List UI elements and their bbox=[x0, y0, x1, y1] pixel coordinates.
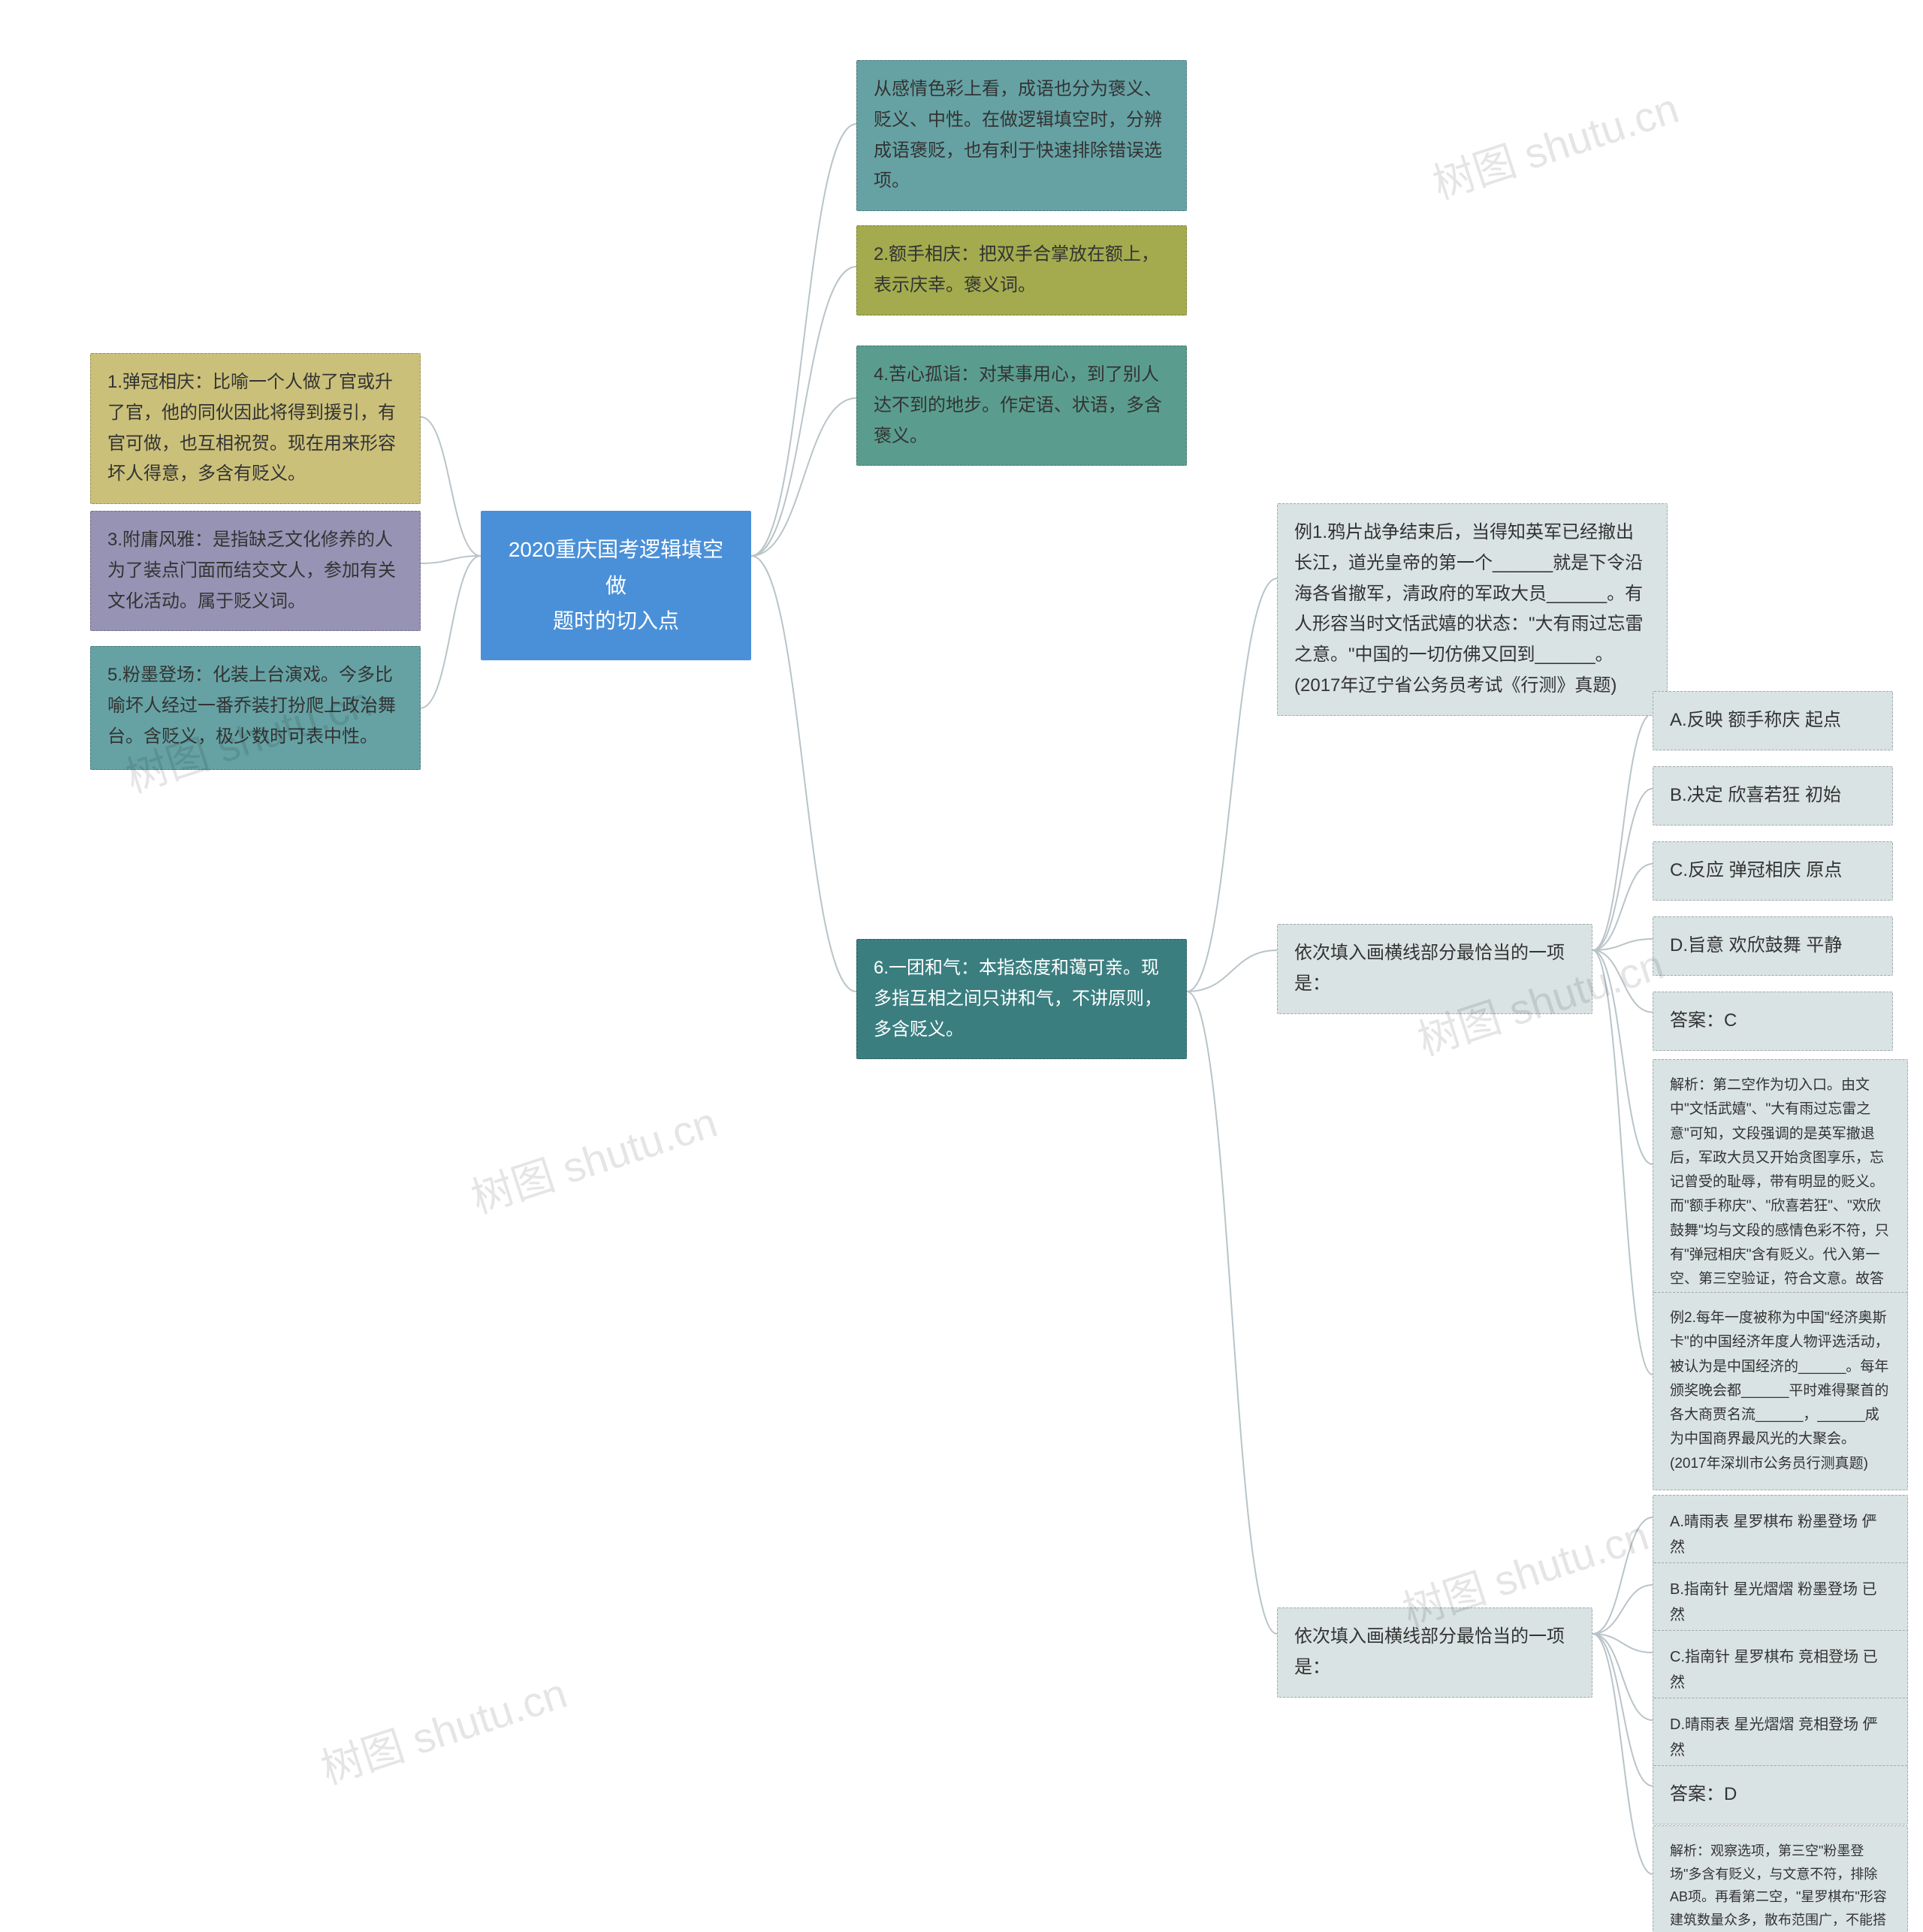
node-l1: 1.弹冠相庆：比喻一个人做了官或升了官，他的同伙因此将得到援引，有官可做，也互相… bbox=[90, 353, 421, 504]
node-r6: 6.一团和气：本指态度和蔼可亲。现多指互相之间只讲和气，不讲原则，多含贬义。 bbox=[856, 939, 1187, 1059]
node-ex1a: A.反映 额手称庆 起点 bbox=[1653, 691, 1893, 750]
node-ex2exp: 解析：观察选项，第三空"粉墨登场"多含有贬义，与文意不符，排除AB项。再看第二空… bbox=[1653, 1825, 1908, 1932]
node-l5: 5.粉墨登场：化装上台演戏。今多比喻坏人经过一番乔装打扮爬上政治舞台。含贬义，极… bbox=[90, 646, 421, 770]
node-ex1: 例1.鸦片战争结束后，当得知英军已经撤出长江，道光皇帝的第一个______就是下… bbox=[1277, 503, 1668, 716]
node-r0: 从感情色彩上看，成语也分为褒义、贬义、中性。在做逻辑填空时，分辨成语褒贬，也有利… bbox=[856, 60, 1187, 211]
node-ex1b: B.决定 欣喜若狂 初始 bbox=[1653, 766, 1893, 826]
watermark: 树图 shutu.cn bbox=[312, 1660, 574, 1797]
mindmap-canvas: 2020重庆国考逻辑填空做 题时的切入点 1.弹冠相庆：比喻一个人做了官或升了官，… bbox=[0, 0, 1923, 1932]
node-ex2ans: 答案：D bbox=[1653, 1765, 1908, 1825]
node-ex2q: 依次填入画横线部分最恰当的一项是： bbox=[1277, 1607, 1592, 1698]
node-root: 2020重庆国考逻辑填空做 题时的切入点 bbox=[481, 511, 751, 660]
node-l3: 3.附庸风雅：是指缺乏文化修养的人为了装点门面而结交文人，参加有关文化活动。属于… bbox=[90, 511, 421, 631]
node-r4: 4.苦心孤诣：对某事用心，到了别人达不到的地步。作定语、状语，多含褒义。 bbox=[856, 346, 1187, 466]
node-ex1ans: 答案：C bbox=[1653, 992, 1893, 1051]
node-ex2stem: 例2.每年一度被称为中国"经济奥斯卡"的中国经济年度人物评选活动，被认为是中国经… bbox=[1653, 1292, 1908, 1490]
node-r2: 2.额手相庆：把双手合掌放在额上，表示庆幸。褒义词。 bbox=[856, 225, 1187, 315]
node-ex1c: C.反应 弹冠相庆 原点 bbox=[1653, 841, 1893, 901]
watermark: 树图 shutu.cn bbox=[1424, 75, 1686, 212]
node-ex1d: D.旨意 欢欣鼓舞 平静 bbox=[1653, 916, 1893, 976]
node-ex1exp: 解析：第二空作为切入口。由文中"文恬武嬉"、"大有雨过忘雷之意"可知，文段强调的… bbox=[1653, 1059, 1908, 1330]
node-ex1q: 依次填入画横线部分最恰当的一项是： bbox=[1277, 924, 1592, 1014]
watermark: 树图 shutu.cn bbox=[463, 1089, 724, 1226]
